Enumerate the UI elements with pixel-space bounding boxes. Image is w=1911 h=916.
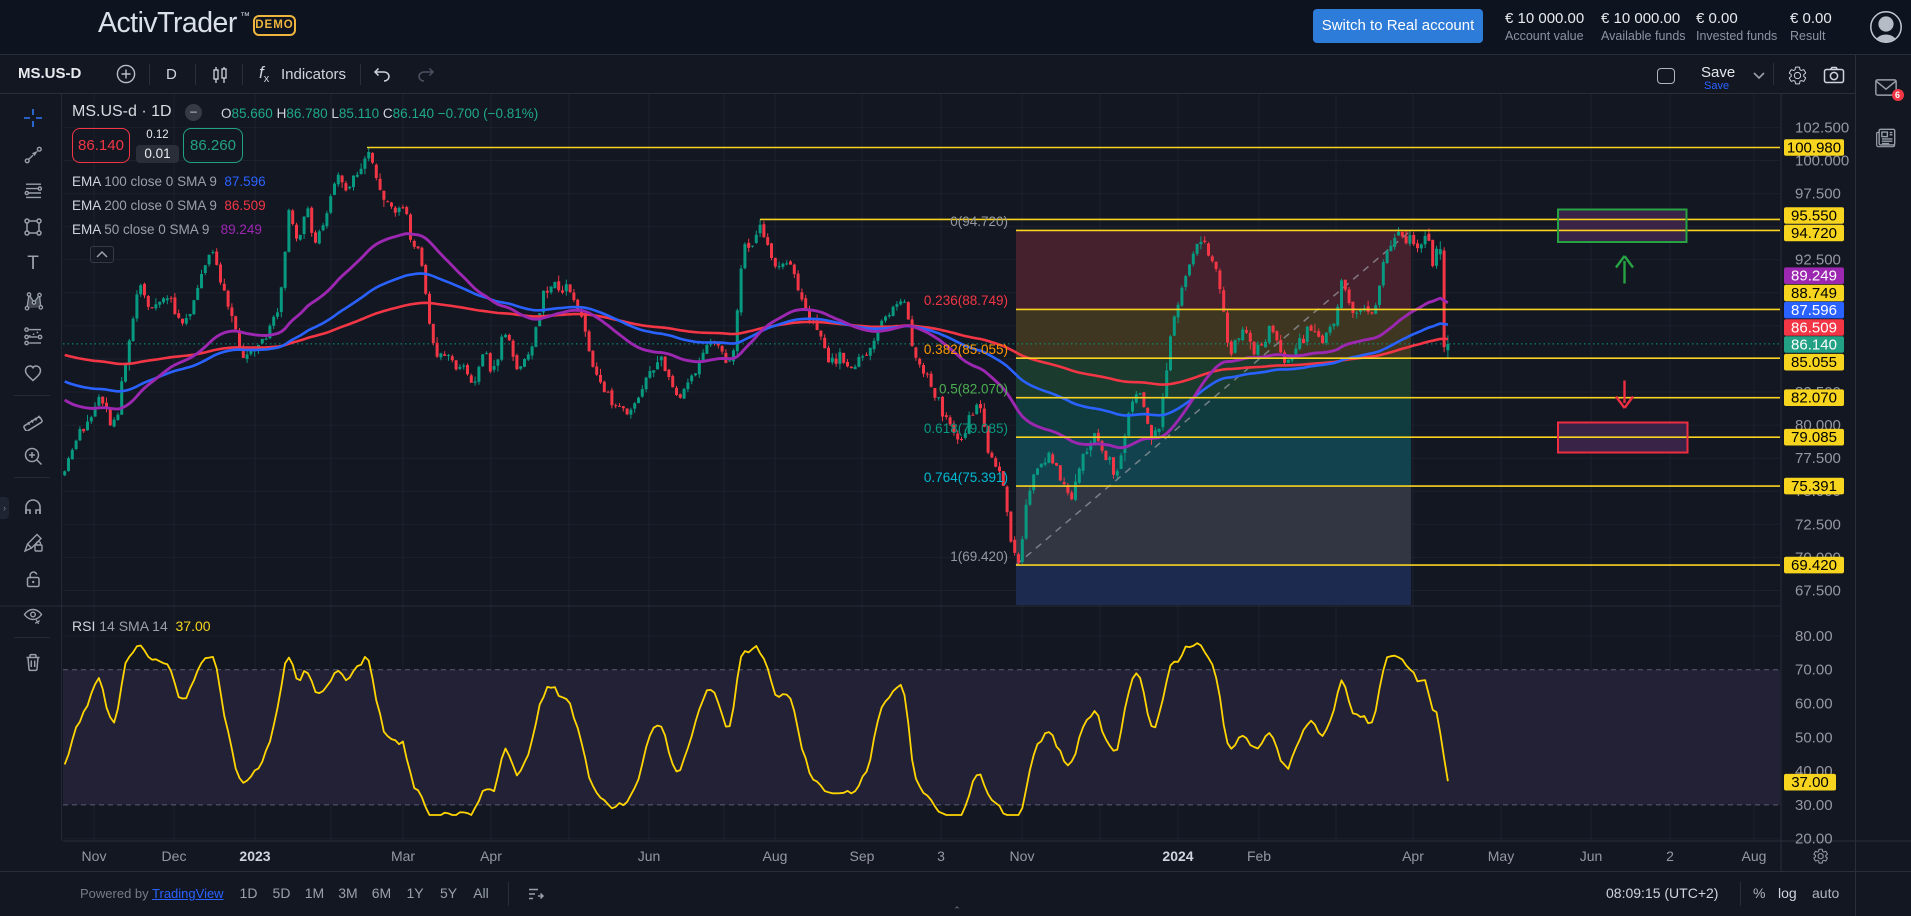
svg-text:Mar: Mar bbox=[391, 848, 415, 864]
svg-text:Apr: Apr bbox=[480, 848, 502, 864]
svg-text:Aug: Aug bbox=[1742, 848, 1767, 864]
svg-text:0.764(75.391): 0.764(75.391) bbox=[924, 470, 1008, 485]
svg-text:89.249: 89.249 bbox=[1791, 268, 1837, 285]
svg-text:100.980: 100.980 bbox=[1787, 140, 1841, 157]
svg-text:77.500: 77.500 bbox=[1795, 450, 1841, 467]
svg-text:T: T bbox=[27, 253, 39, 274]
svg-text:67.500: 67.500 bbox=[1795, 583, 1841, 600]
svg-text:95.550: 95.550 bbox=[1791, 208, 1837, 225]
svg-text:May: May bbox=[1488, 848, 1514, 864]
svg-text:80.00: 80.00 bbox=[1795, 628, 1833, 645]
svg-text:1(69.420): 1(69.420) bbox=[950, 549, 1008, 564]
svg-text:79.085: 79.085 bbox=[1791, 429, 1837, 446]
svg-text:37.00: 37.00 bbox=[1791, 774, 1829, 791]
svg-text:Sep: Sep bbox=[850, 848, 875, 864]
svg-text:86.140: 86.140 bbox=[1791, 337, 1837, 354]
svg-text:Dec: Dec bbox=[162, 848, 187, 864]
svg-text:97.500: 97.500 bbox=[1795, 186, 1841, 203]
svg-text:0.236(88.749): 0.236(88.749) bbox=[924, 293, 1008, 308]
svg-text:87.596: 87.596 bbox=[1791, 302, 1837, 319]
svg-text:60.00: 60.00 bbox=[1795, 696, 1833, 713]
svg-text:69.420: 69.420 bbox=[1791, 557, 1837, 574]
svg-text:50.00: 50.00 bbox=[1795, 729, 1833, 746]
svg-text:85.055: 85.055 bbox=[1791, 354, 1837, 371]
svg-text:Aug: Aug bbox=[763, 848, 788, 864]
svg-text:Jun: Jun bbox=[638, 848, 661, 864]
svg-text:3: 3 bbox=[937, 848, 945, 864]
svg-text:30.00: 30.00 bbox=[1795, 797, 1833, 814]
svg-text:Nov: Nov bbox=[1010, 848, 1035, 864]
svg-text:0.618(79.085): 0.618(79.085) bbox=[924, 421, 1008, 436]
svg-text:2023: 2023 bbox=[239, 848, 270, 864]
svg-text:2: 2 bbox=[1666, 848, 1674, 864]
svg-text:75.391: 75.391 bbox=[1791, 478, 1837, 495]
svg-text:0.5(82.070): 0.5(82.070) bbox=[939, 382, 1008, 397]
svg-text:102.500: 102.500 bbox=[1795, 119, 1849, 136]
svg-text:100.000: 100.000 bbox=[1795, 153, 1849, 170]
svg-text:Jun: Jun bbox=[1580, 848, 1603, 864]
svg-text:92.500: 92.500 bbox=[1795, 252, 1841, 269]
svg-text:88.749: 88.749 bbox=[1791, 285, 1837, 302]
svg-text:0.382(85.055): 0.382(85.055) bbox=[924, 342, 1008, 357]
svg-text:94.720: 94.720 bbox=[1791, 225, 1837, 242]
svg-text:86.509: 86.509 bbox=[1791, 320, 1837, 337]
svg-text:82.070: 82.070 bbox=[1791, 390, 1837, 407]
svg-text:Nov: Nov bbox=[82, 848, 107, 864]
svg-text:Feb: Feb bbox=[1247, 848, 1271, 864]
svg-text:Apr: Apr bbox=[1402, 848, 1424, 864]
svg-text:0(94.720): 0(94.720) bbox=[950, 214, 1008, 229]
svg-text:2024: 2024 bbox=[1162, 848, 1193, 864]
svg-text:20.00: 20.00 bbox=[1795, 831, 1833, 848]
svg-text:72.500: 72.500 bbox=[1795, 516, 1841, 533]
svg-text:70.00: 70.00 bbox=[1795, 662, 1833, 679]
